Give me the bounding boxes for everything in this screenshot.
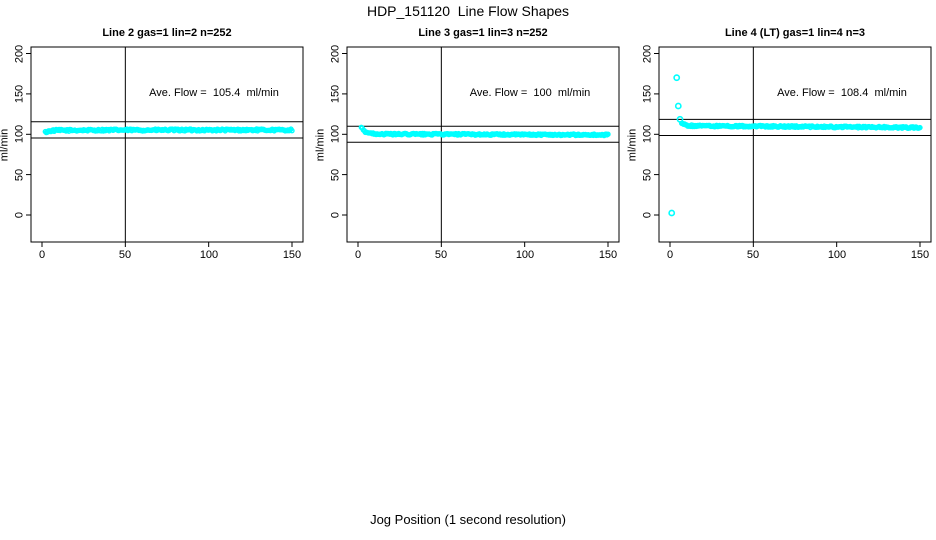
y-tick-label: 0: [13, 211, 26, 219]
panel-title-line3: Line 3 gas=1 lin=3 n=252: [418, 27, 548, 39]
y-tick-label: 150: [329, 84, 342, 104]
x-axis-label: Jog Position (1 second resolution): [370, 512, 566, 527]
x-tick-label: 100: [827, 249, 847, 261]
y-tick-label: 200: [13, 44, 26, 64]
plot-box: [658, 46, 932, 243]
x-tick-label: 0: [354, 249, 362, 261]
y-tick-label: 100: [13, 124, 26, 144]
x-tick-label: 150: [598, 249, 618, 261]
data-points: [42, 126, 295, 136]
y-tick-label: 200: [329, 44, 342, 64]
y-tick-label: 150: [13, 84, 26, 104]
y-axis-label: ml/min: [0, 128, 11, 162]
x-tick-label: 100: [515, 249, 535, 261]
y-tick-label: 100: [641, 124, 654, 144]
y-tick-label: 50: [329, 168, 342, 182]
x-tick-label: 0: [38, 249, 46, 261]
y-tick-label: 0: [641, 211, 654, 219]
ave-flow-annotation-line2: Ave. Flow = 105.4 ml/min: [149, 87, 279, 99]
x-tick-label: 50: [118, 249, 132, 261]
y-tick-label: 150: [641, 84, 654, 104]
data-points: [668, 74, 923, 217]
y-tick-label: 50: [13, 168, 26, 182]
plot-box: [346, 46, 620, 243]
main-title: HDP_151120 Line Flow Shapes: [366, 3, 570, 19]
data-points: [358, 124, 611, 139]
plot-box: [30, 46, 304, 243]
panel-title-line2: Line 2 gas=1 lin=2 n=252: [102, 27, 232, 39]
y-tick-label: 0: [329, 211, 342, 219]
x-tick-label: 0: [666, 249, 674, 261]
x-tick-label: 50: [434, 249, 448, 261]
x-tick-label: 150: [910, 249, 930, 261]
y-tick-label: 50: [641, 168, 654, 182]
y-tick-label: 200: [641, 44, 654, 64]
y-axis-label: ml/min: [314, 128, 327, 162]
x-tick-label: 50: [746, 249, 760, 261]
ave-flow-annotation-line3: Ave. Flow = 100 ml/min: [469, 87, 591, 99]
panel-title-line4: Line 4 (LT) gas=1 lin=4 n=3: [724, 27, 866, 39]
ave-flow-annotation-line4: Ave. Flow = 108.4 ml/min: [777, 87, 907, 99]
y-axis-label: ml/min: [626, 128, 639, 162]
y-tick-label: 100: [329, 124, 342, 144]
x-tick-label: 150: [282, 249, 302, 261]
x-tick-label: 100: [199, 249, 219, 261]
